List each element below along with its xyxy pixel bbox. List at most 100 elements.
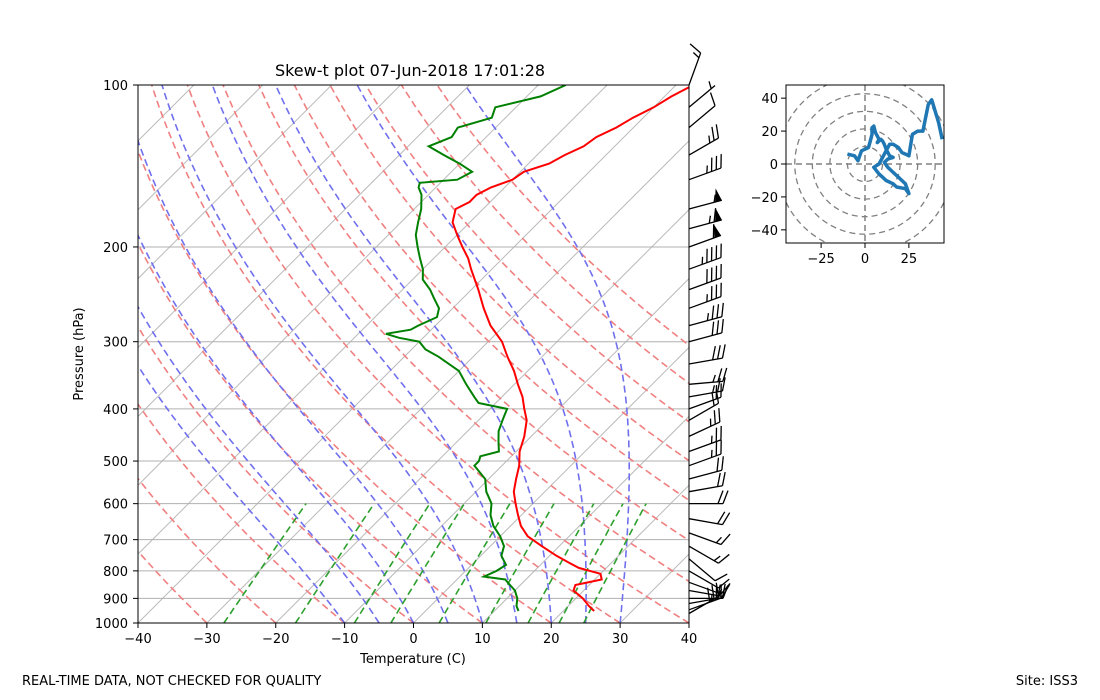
mixing-ratio-line [223, 503, 307, 623]
wind-barb [689, 490, 729, 505]
y-tick-label: 20 [761, 125, 778, 140]
dry-adiabat-line [436, 85, 689, 347]
skewt-panel: −40 −30 −20 −10 0 10 20 30 40 100090080070060050… [0, 43, 1100, 667]
isotherm-line [138, 85, 470, 418]
moist-adiabat-line [138, 233, 415, 623]
y-tick-label: −20 [751, 191, 778, 206]
isotherm-line [138, 85, 195, 142]
wind-barbs [688, 43, 731, 615]
wind-barb [688, 154, 722, 181]
dry-adiabat-line [138, 325, 414, 623]
hodograph-range-rings [786, 85, 944, 243]
x-tick-label: 0 [861, 252, 869, 267]
isotherm-line [138, 85, 264, 211]
dewpoint-trace [385, 85, 567, 612]
hodograph-series [846, 98, 944, 196]
wind-barb [688, 188, 723, 210]
wind-barb [688, 243, 722, 270]
wind-barb [688, 264, 722, 291]
hodograph-panel: −25 0 25 −40 −20 0 20 40 [751, 84, 945, 267]
wind-barb [688, 440, 722, 467]
y-tick-label: 800 [103, 565, 128, 580]
sounding-series [385, 85, 689, 612]
wind-barb [688, 425, 722, 453]
hodograph-x-axis: −25 0 25 [807, 243, 917, 267]
dry-adiabat-line [222, 85, 689, 583]
dry-adiabat-line [400, 85, 689, 385]
moist-adiabat-line [138, 305, 380, 623]
wind-barb [688, 511, 731, 526]
dry-adiabat-line [186, 85, 689, 623]
moist-adiabat-line [138, 138, 449, 623]
range-ring [794, 93, 936, 235]
wind-barb [688, 282, 722, 309]
mixing-ratio-line [583, 503, 647, 623]
wind-barb [688, 558, 728, 582]
y-tick-label: 200 [103, 241, 128, 256]
x-tick-label: −20 [262, 632, 289, 647]
wind-barb [688, 302, 724, 327]
x-tick-label: −10 [331, 632, 358, 647]
mixing-ratio-line [353, 503, 431, 623]
mixing-ratio-line [485, 503, 555, 623]
mixing-ratio-line [527, 503, 595, 623]
mixing-ratio-line [438, 503, 511, 623]
isotherm-line [550, 484, 689, 623]
dry-adiabat-line [138, 402, 346, 623]
moist-adiabat-line [356, 85, 587, 623]
y-tick-label: 300 [103, 336, 128, 351]
skewt-title: Skew-t plot 07-Jun-2018 17:01:28 [275, 61, 545, 80]
dry-adiabat-line [365, 85, 689, 423]
hodograph-y-axis: −40 −20 0 20 40 [751, 92, 786, 239]
mixing-ratio-line [390, 503, 466, 623]
moist-adiabat-line [464, 85, 630, 623]
isotherm-line [0, 85, 56, 623]
wind-barb [688, 92, 716, 129]
isobar-gridlines [138, 85, 689, 623]
y-tick-label: 700 [103, 534, 128, 549]
data-quality-note: REAL-TIME DATA, NOT CHECKED FOR QUALITY [22, 674, 322, 689]
isotherm-line [138, 85, 539, 486]
y-tick-label: 100 [103, 79, 128, 94]
isotherm-line [758, 85, 1100, 623]
x-tick-label: 30 [612, 632, 629, 647]
x-tick-label: −25 [807, 252, 834, 267]
y-tick-label: 600 [103, 498, 128, 513]
x-tick-label: 40 [681, 632, 698, 647]
skewt-x-axis-label: Temperature (C) [359, 652, 466, 667]
x-tick-label: 25 [901, 252, 918, 267]
isotherm-line [619, 553, 689, 623]
isotherm-line [688, 622, 689, 623]
moist-adiabat-line [161, 85, 484, 623]
dry-adiabat-lines [138, 85, 689, 623]
wind-barb [688, 581, 731, 595]
y-tick-label: 0 [770, 158, 778, 173]
y-tick-label: 40 [761, 92, 778, 107]
isotherm-line [138, 85, 677, 623]
isotherm-line [138, 85, 608, 555]
wind-barb [688, 472, 726, 493]
skewt-y-axis: 1000 900 800 700 600 500 400 300 200 100 [95, 79, 138, 632]
x-tick-label: 10 [474, 632, 491, 647]
wind-barb [688, 43, 702, 86]
y-tick-label: −40 [751, 224, 778, 239]
y-tick-label: 1000 [95, 617, 128, 632]
wind-barb [688, 532, 731, 546]
site-label: Site: ISS3 [1015, 674, 1078, 689]
isotherm-line [206, 140, 689, 623]
wind-barb [688, 208, 723, 230]
mixing-ratio-lines [223, 503, 647, 623]
y-tick-label: 900 [103, 592, 128, 607]
skewt-x-axis: −40 −30 −20 −10 0 10 20 30 40 [124, 623, 697, 647]
x-tick-label: −30 [193, 632, 220, 647]
moist-adiabat-line [138, 364, 346, 623]
dry-adiabat-line [138, 148, 552, 623]
wind-barb [688, 124, 720, 156]
wind-barb [688, 224, 722, 248]
wind-barb [688, 367, 728, 385]
moist-adiabat-line [274, 85, 553, 623]
dry-adiabat-line [138, 242, 483, 623]
wind-barb [688, 377, 726, 398]
wind-barb [688, 408, 721, 437]
